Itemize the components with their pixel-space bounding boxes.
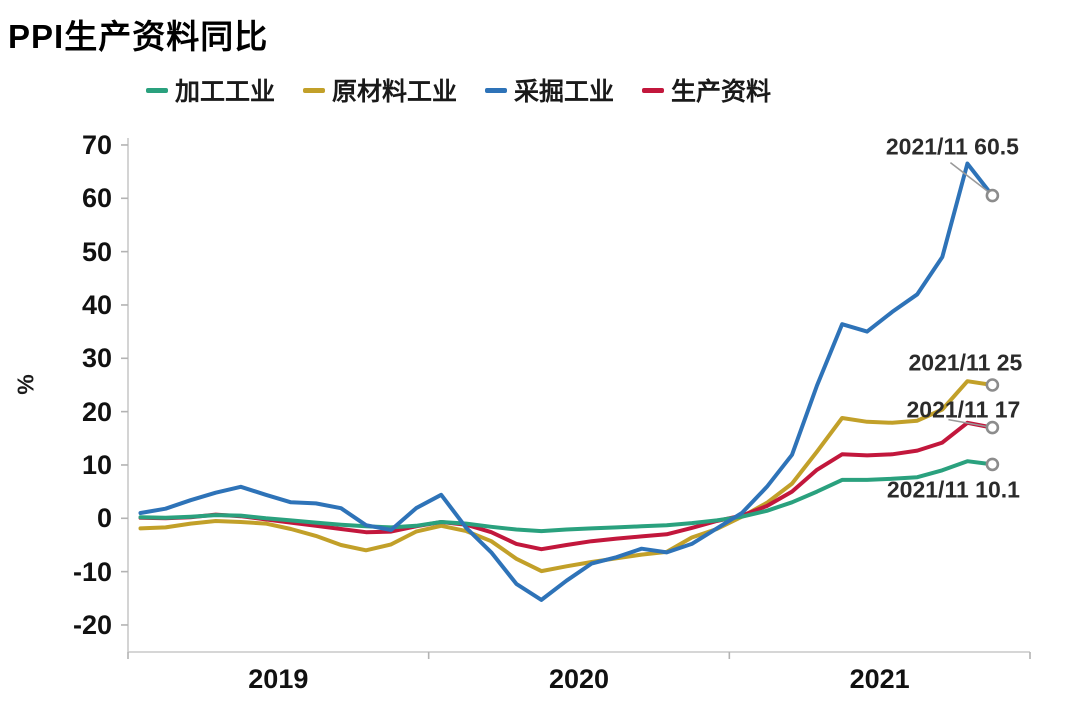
data-label-annotation: 2021/11 17 — [906, 396, 1021, 423]
annotation-leader-line — [948, 418, 988, 428]
y-tick-label: 10 — [81, 449, 112, 480]
y-tick-label: 60 — [81, 183, 112, 214]
data-label-annotation: 2021/11 25 — [908, 349, 1023, 376]
x-tick-label: 2019 — [248, 664, 309, 694]
legend-item: 原材料工业 — [303, 72, 457, 108]
legend-item: 采掘工业 — [485, 72, 614, 108]
y-tick-label: 20 — [81, 396, 112, 427]
legend-item-label: 生产资料 — [671, 78, 772, 106]
data-label-annotation: 2021/11 10.1 — [886, 476, 1020, 503]
legend: 加工工业 原材料工业 采掘工业 生产资料 — [146, 72, 771, 108]
last-point-marker — [985, 457, 1000, 472]
legend-item: 生产资料 — [642, 72, 771, 108]
y-tick-label: 50 — [81, 236, 112, 267]
legend-swatch — [303, 87, 326, 93]
series-line-加工工业 — [138, 459, 995, 534]
legend-item-label: 采掘工业 — [514, 78, 615, 106]
legend-swatch — [485, 87, 508, 93]
legend-item: 加工工业 — [146, 72, 275, 108]
last-point-marker — [985, 378, 1000, 392]
x-tick-label: 2020 — [548, 664, 610, 694]
legend-item-label: 加工工业 — [175, 78, 276, 106]
y-tick-label: -10 — [72, 556, 112, 587]
legend-swatch — [642, 87, 665, 93]
legend-swatch — [146, 87, 168, 93]
y-tick-label: -20 — [72, 609, 112, 640]
y-tick-label: 30 — [81, 343, 112, 374]
last-point-marker — [985, 420, 1000, 435]
x-tick-label: 2021 — [849, 664, 910, 694]
legend-item-label: 原材料工业 — [332, 78, 458, 106]
last-point-marker — [985, 188, 1000, 203]
y-tick-label: 40 — [81, 289, 112, 320]
series-line-原材料工业 — [138, 379, 995, 574]
y-tick-label: 70 — [81, 129, 112, 160]
y-tick-label: 0 — [96, 503, 112, 534]
series-line-采掘工业 — [138, 161, 995, 602]
data-label-annotation: 2021/11 60.5 — [885, 133, 1019, 160]
annotation-leader-line — [949, 162, 990, 194]
chart-title: PPI生产资料同比 — [8, 18, 269, 55]
